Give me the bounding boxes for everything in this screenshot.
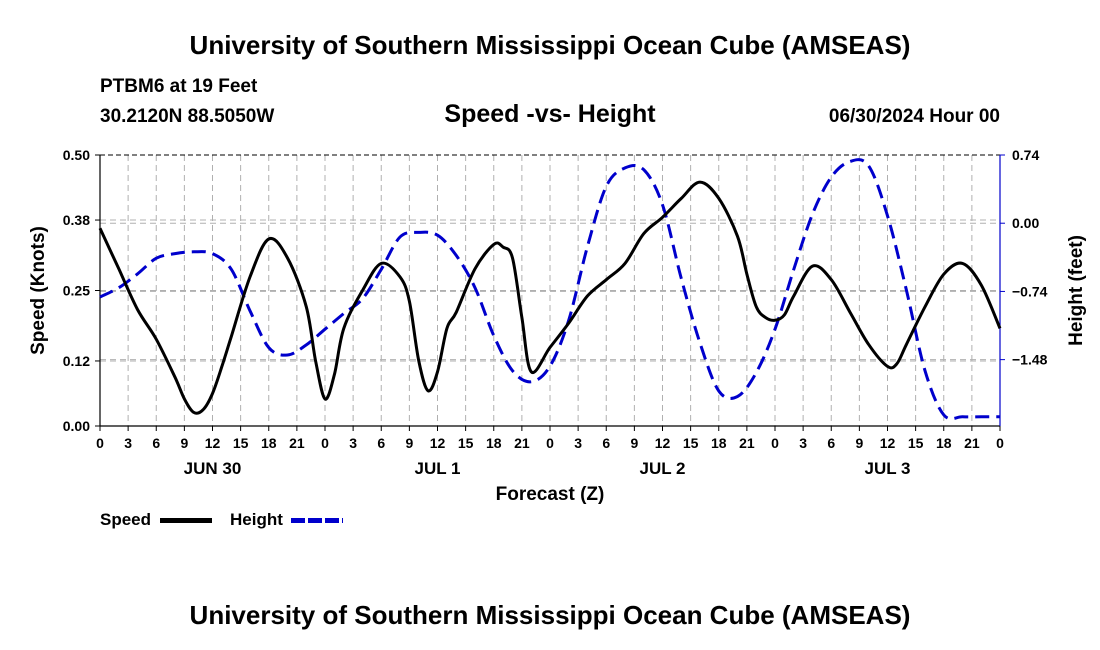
x-tick-label: 12: [430, 435, 446, 451]
y2-tick-label: −1.48: [1012, 352, 1048, 368]
x-tick-label: 21: [964, 435, 980, 451]
legend-speed-label: Speed: [100, 510, 152, 529]
x-tick-label: 6: [602, 435, 610, 451]
x-tick-label: 21: [739, 435, 755, 451]
y-tick-label: 0.25: [63, 283, 90, 299]
legend-height-swatch: [291, 518, 343, 523]
x-tick-label: 15: [908, 435, 924, 451]
x-tick-label: 21: [289, 435, 305, 451]
date-label: JUL 1: [415, 459, 461, 478]
y-axis-title: Speed (Knots): [28, 226, 49, 355]
y2-tick-label: 0.00: [1012, 215, 1039, 231]
y-tick-label: 0.12: [63, 353, 90, 369]
x-axis-title: Forecast (Z): [496, 484, 605, 505]
y-tick-label: 0.38: [63, 212, 90, 228]
chart-title-main: University of Southern Mississippi Ocean…: [189, 30, 911, 60]
legend-height-label: Height: [230, 510, 283, 529]
x-tick-label: 0: [771, 435, 779, 451]
x-tick-label: 12: [880, 435, 896, 451]
legend-speed-swatch: [160, 518, 212, 523]
date-label: JUL 2: [640, 459, 686, 478]
x-tick-label: 6: [152, 435, 160, 451]
x-tick-label: 3: [799, 435, 807, 451]
y-tick-label: 0.00: [63, 418, 90, 434]
x-tick-label: 21: [514, 435, 530, 451]
x-tick-label: 18: [261, 435, 277, 451]
series-speed-line: [98, 180, 1002, 415]
x-tick-label: 3: [574, 435, 582, 451]
x-tick-label: 12: [205, 435, 221, 451]
x-tick-label: 6: [827, 435, 835, 451]
x-tick-label: 9: [855, 435, 863, 451]
x-tick-label: 0: [546, 435, 554, 451]
x-tick-label: 3: [349, 435, 357, 451]
x-tick-label: 0: [321, 435, 329, 451]
y2-tick-label: 0.74: [1012, 147, 1039, 163]
x-tick-label: 9: [180, 435, 188, 451]
x-tick-label: 9: [405, 435, 413, 451]
x-tick-label: 18: [486, 435, 502, 451]
series-height-line: [99, 158, 1000, 421]
y-tick-label: 0.50: [63, 147, 90, 163]
station-coords: 30.2120N 88.5050W: [100, 106, 275, 127]
chart-subtitle: Speed -vs- Height: [444, 100, 656, 128]
x-tick-label: 18: [711, 435, 727, 451]
station-name: PTBM6 at 19 Feet: [100, 76, 258, 97]
date-label: JUL 3: [865, 459, 911, 478]
date-label: JUN 30: [184, 459, 242, 478]
footer-title: University of Southern Mississippi Ocean…: [189, 600, 911, 630]
x-tick-label: 12: [655, 435, 671, 451]
y2-tick-label: −0.74: [1012, 283, 1048, 299]
forecast-datetime: 06/30/2024 Hour 00: [828, 106, 1000, 127]
y2-axis-title: Height (feet): [1066, 235, 1087, 346]
x-tick-label: 3: [124, 435, 132, 451]
x-tick-label: 18: [936, 435, 952, 451]
x-tick-label: 0: [996, 435, 1004, 451]
x-tick-label: 0: [96, 435, 104, 451]
x-tick-label: 9: [630, 435, 638, 451]
x-tick-label: 15: [233, 435, 249, 451]
x-tick-label: 6: [377, 435, 385, 451]
x-tick-label: 15: [683, 435, 699, 451]
x-tick-label: 15: [458, 435, 474, 451]
